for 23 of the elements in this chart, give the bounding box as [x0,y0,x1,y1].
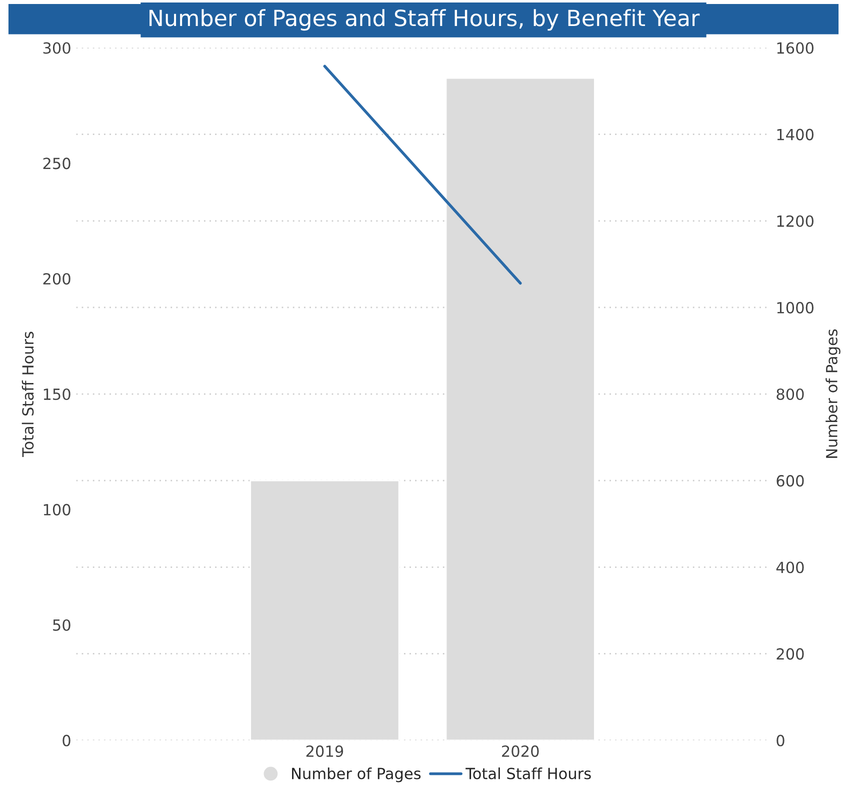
legend-label: Total Staff Hours [466,767,591,780]
y-tick-label: 200 [43,273,70,285]
y-axis-title: Total Staff Hours [22,332,34,458]
y-tick-label: 250 [43,158,70,170]
y2-tick-label: 0 [776,734,784,746]
y2-tick-label: 1000 [777,302,814,314]
y-tick-label: 300 [43,42,70,54]
y2-tick-label: 800 [776,388,804,400]
y-tick-label: 100 [44,504,70,516]
legend-label: Number of Pages [292,767,421,782]
y2-tick-label: 400 [776,562,804,574]
y2-tick-label: 1400 [777,128,814,140]
y2-tick-label: 200 [776,648,804,660]
y2-tick-label: 1200 [777,215,814,227]
y2-tick-label: 1600 [777,42,814,54]
y-tick-label: 50 [53,619,70,631]
y2-tick-label: 600 [776,475,804,487]
x-tick-label: 2019 [306,745,344,757]
y-tick-label: 0 [62,734,70,746]
chart-title: Number of Pages and Staff Hours, by Benefit Year [150,9,700,31]
y2-axis-title: Number of Pages [826,329,840,458]
y-tick-label: 150 [44,388,70,400]
x-tick-label: 2020 [502,745,539,757]
